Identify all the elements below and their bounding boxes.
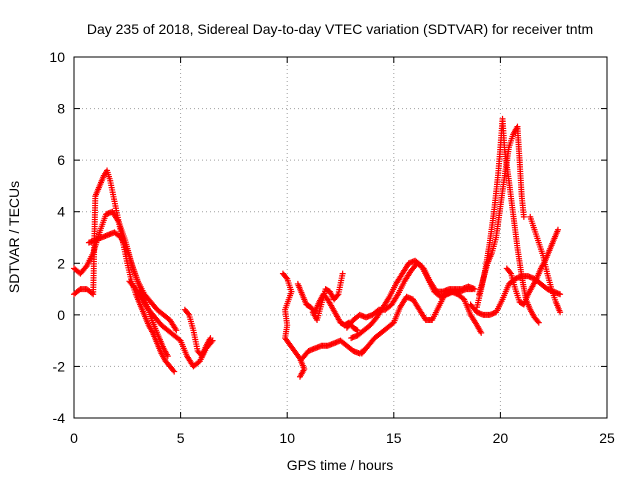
x-tick-label: 15 <box>386 430 402 446</box>
data-point <box>534 318 541 325</box>
y-tick-label: 0 <box>57 307 65 323</box>
data-point <box>520 213 527 220</box>
data-point <box>171 368 178 375</box>
y-tick-label: -2 <box>53 358 66 374</box>
y-tick-label: 6 <box>57 152 65 168</box>
y-tick-label: 8 <box>57 101 65 117</box>
data-point <box>82 264 89 271</box>
data-point <box>354 327 361 334</box>
data-point <box>506 269 513 276</box>
data-point <box>469 286 476 293</box>
grid-lines <box>74 57 607 418</box>
y-tick-label: 10 <box>49 49 65 65</box>
data-point <box>339 270 346 277</box>
data-point <box>88 290 95 297</box>
data-point <box>557 291 564 298</box>
x-tick-label: 10 <box>279 430 295 446</box>
chart-title: Day 235 of 2018, Sidereal Day-to-day VTE… <box>87 21 593 37</box>
data-point <box>554 226 561 233</box>
data-point <box>185 310 192 317</box>
axis-ticks: 0 5 10 15 20 25 -4 -2 0 2 4 6 8 10 <box>49 49 615 446</box>
data-point <box>283 274 290 281</box>
y-tick-label: -4 <box>53 410 66 426</box>
data-point <box>353 326 360 333</box>
x-tick-label: 20 <box>493 430 509 446</box>
data-points <box>71 115 564 380</box>
data-point <box>170 367 177 374</box>
x-tick-label: 5 <box>177 430 185 446</box>
y-axis-label: SDTVAR / TECUs <box>6 181 22 293</box>
x-tick-label: 0 <box>70 430 78 446</box>
data-point <box>173 327 180 334</box>
data-point <box>296 373 303 380</box>
data-point <box>334 292 341 299</box>
data-point <box>535 319 542 326</box>
data-point <box>478 329 485 336</box>
data-point <box>557 309 564 316</box>
x-axis-label: GPS time / hours <box>287 457 394 473</box>
x-tick-label: 25 <box>599 430 615 446</box>
data-point <box>164 353 171 360</box>
data-point <box>207 335 214 342</box>
y-tick-label: 4 <box>57 204 65 220</box>
y-tick-label: 2 <box>57 255 65 271</box>
plot-frame <box>73 56 608 419</box>
